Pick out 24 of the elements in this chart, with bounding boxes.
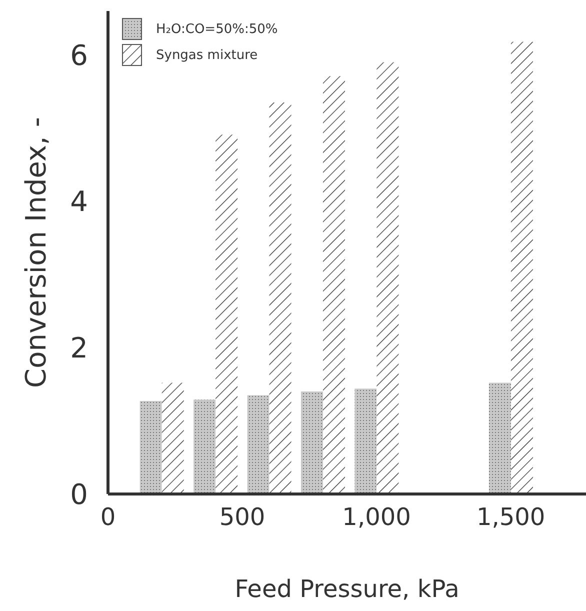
legend-label: Syngas mixture: [156, 48, 258, 62]
x-tick-label: 0: [100, 503, 116, 532]
bar: [510, 42, 533, 494]
x-tick-label: 1,500: [476, 503, 546, 532]
legend-label: H₂O:CO=50%:50%: [156, 22, 278, 36]
bar: [354, 388, 377, 494]
bar: [216, 134, 238, 494]
y-tick-label: 4: [70, 185, 88, 218]
bar: [269, 102, 292, 494]
x-axis-title: Feed Pressure, kPa: [234, 575, 460, 603]
y-tick-label: 6: [70, 38, 88, 72]
x-tick-label: 500: [219, 503, 266, 532]
bar: [194, 400, 216, 494]
y-tick-label: 2: [70, 332, 88, 365]
y-axis-title: Conversion Index, -: [20, 117, 52, 388]
bar: [140, 401, 162, 494]
bar: [247, 395, 270, 494]
y-tick-label: 0: [70, 478, 88, 511]
x-tick-label: 1,000: [342, 503, 411, 532]
bar: [376, 62, 399, 494]
bar: [488, 382, 511, 494]
bar: [322, 76, 345, 494]
bar: [162, 382, 184, 494]
bar: [300, 392, 323, 494]
